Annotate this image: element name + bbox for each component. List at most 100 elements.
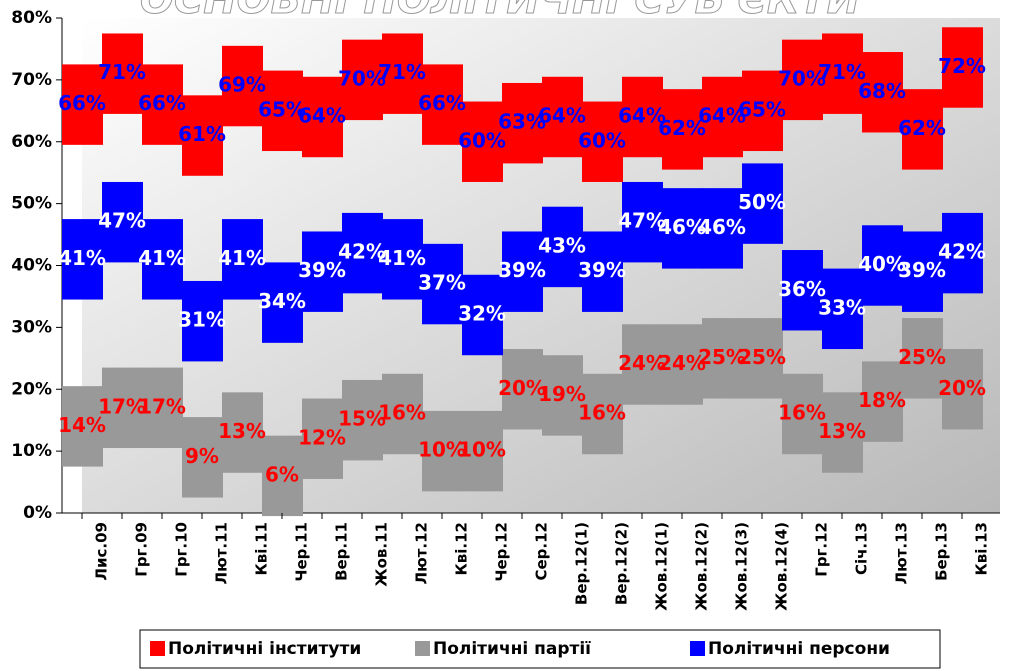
band-step [422, 64, 463, 145]
band-step [502, 231, 543, 312]
band-step [542, 76, 583, 158]
value-label: 39% [578, 258, 626, 282]
value-label: 69% [218, 73, 266, 97]
value-label: 31% [178, 308, 226, 332]
value-label: 41% [58, 246, 106, 270]
value-label: 13% [818, 419, 866, 443]
band-step [822, 33, 863, 114]
band-step [382, 219, 423, 300]
band-step [222, 392, 263, 473]
x-tick-label: Жов.12(3) [733, 522, 751, 611]
legend-label: Політичні персони [708, 639, 890, 659]
x-tick-label: Січ.13 [853, 522, 871, 575]
band-step [662, 89, 703, 170]
value-label: 46% [658, 215, 706, 239]
value-label: 13% [218, 419, 266, 443]
value-label: 20% [498, 376, 546, 400]
chart-title: ОСНОВНІ ПОЛІТИЧНІ СУБ'ЄКТИ [140, 0, 860, 23]
value-label: 12% [298, 425, 346, 449]
value-label: 9% [185, 444, 219, 468]
value-label: 70% [778, 66, 826, 90]
value-label: 39% [298, 258, 346, 282]
band-step [462, 101, 503, 182]
y-tick-label: 40% [11, 256, 52, 276]
value-label: 62% [658, 116, 706, 140]
band-step [702, 76, 743, 158]
x-tick-label: Лис.09 [93, 522, 111, 580]
band-step [742, 163, 783, 244]
band-step [782, 373, 823, 455]
band-step [62, 219, 103, 300]
value-label: 17% [138, 394, 186, 418]
y-tick-label: 50% [11, 194, 52, 214]
value-label: 6% [265, 462, 299, 486]
value-label: 10% [418, 438, 466, 462]
band-step [102, 33, 143, 114]
value-label: 64% [298, 104, 346, 128]
value-label: 41% [218, 246, 266, 270]
value-label: 63% [498, 110, 546, 134]
band-step [142, 367, 183, 449]
band-step [582, 231, 623, 312]
band-step [302, 76, 343, 158]
value-label: 41% [138, 246, 186, 270]
band-step [782, 39, 823, 121]
band-step [862, 225, 903, 306]
value-label: 47% [98, 209, 146, 233]
band-step [502, 349, 543, 430]
value-label: 42% [938, 240, 986, 264]
value-label: 33% [818, 295, 866, 319]
band-step [742, 318, 783, 399]
band-step [942, 27, 983, 108]
value-label: 20% [938, 376, 986, 400]
band-step [222, 45, 263, 127]
x-tick-label: Лют.13 [893, 522, 911, 584]
band-step [902, 89, 943, 170]
value-label: 24% [618, 351, 666, 375]
value-label: 64% [698, 104, 746, 128]
band-step [422, 243, 463, 325]
band-step [222, 219, 263, 300]
y-tick-label: 0% [23, 503, 52, 523]
band-step [902, 318, 943, 399]
band-step [262, 435, 303, 517]
value-label: 46% [698, 215, 746, 239]
band-step [342, 379, 383, 461]
x-tick-label: Грг.12 [813, 522, 831, 577]
value-label: 10% [458, 438, 506, 462]
band-step [582, 101, 623, 182]
y-tick-label: 10% [11, 441, 52, 461]
legend-swatch [690, 641, 705, 656]
value-label: 42% [338, 240, 386, 264]
value-label: 60% [458, 128, 506, 152]
value-label: 24% [658, 351, 706, 375]
value-label: 32% [458, 302, 506, 326]
band-step [102, 367, 143, 449]
band-step [382, 373, 423, 455]
band-step [542, 206, 583, 288]
band-step [462, 410, 503, 492]
value-label: 16% [578, 401, 626, 425]
band-step [902, 231, 943, 312]
legend-swatch [150, 641, 165, 656]
value-label: 37% [418, 271, 466, 295]
band-step [862, 361, 903, 442]
value-label: 36% [778, 277, 826, 301]
value-label: 39% [898, 258, 946, 282]
band-step [662, 324, 703, 405]
y-tick-label: 30% [11, 317, 52, 337]
x-tick-label: Лют.11 [213, 522, 231, 584]
x-tick-label: Жов.12(1) [653, 522, 671, 611]
value-label: 19% [538, 382, 586, 406]
band-step [622, 324, 663, 405]
value-label: 71% [98, 60, 146, 84]
band-step [342, 39, 383, 121]
y-tick-label: 60% [11, 132, 52, 152]
band-step [382, 33, 423, 114]
band-step [782, 250, 823, 331]
band-step [302, 231, 343, 312]
band-step [262, 70, 303, 152]
y-tick-label: 70% [11, 70, 52, 90]
x-tick-label: Сер.12 [533, 522, 551, 581]
band-step [62, 64, 103, 145]
